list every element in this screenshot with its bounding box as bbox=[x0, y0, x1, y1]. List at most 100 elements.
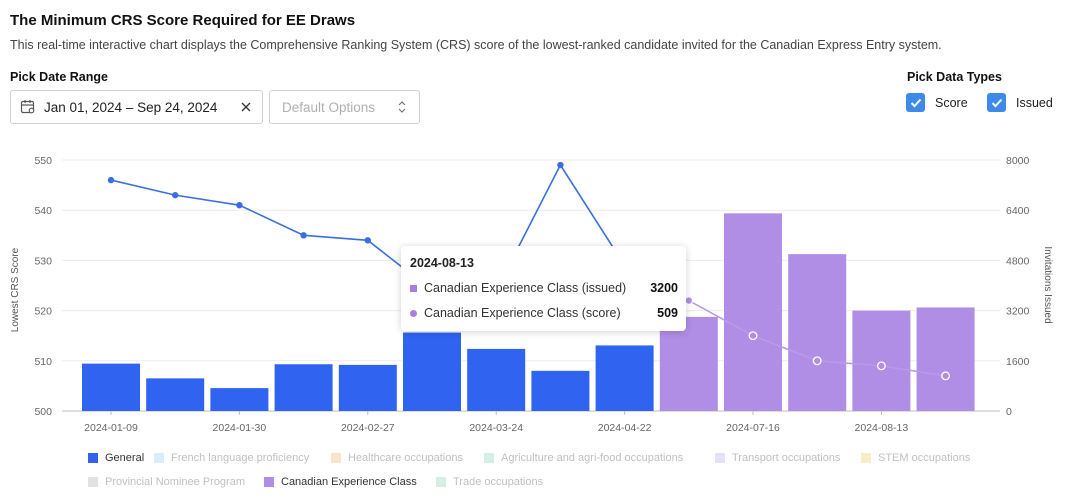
tooltip-row-label: Canadian Experience Class (issued) bbox=[424, 281, 627, 295]
y-tick-label-left: 540 bbox=[34, 205, 52, 217]
x-tick-label: 2024-01-30 bbox=[213, 422, 267, 434]
clear-icon[interactable] bbox=[240, 101, 252, 113]
x-tick-label: 2024-08-13 bbox=[855, 422, 909, 434]
general-score-point bbox=[172, 191, 179, 199]
y-tick-label-right: 4800 bbox=[1006, 255, 1030, 267]
calendar-icon bbox=[20, 100, 35, 114]
legend-item-pnp[interactable]: Provincial Nominee Program bbox=[88, 476, 245, 488]
y-tick-label-left: 520 bbox=[34, 306, 52, 318]
legend-swatch bbox=[154, 453, 164, 463]
tooltip-row-issued: Canadian Experience Class (issued) 3200 bbox=[410, 281, 678, 295]
general-bar bbox=[403, 332, 461, 411]
legend-item-transport[interactable]: Transport occupations bbox=[715, 452, 840, 464]
date-range-value: Jan 01, 2024 – Sep 24, 2024 bbox=[44, 99, 218, 115]
y-tick-label-right: 0 bbox=[1006, 406, 1012, 418]
x-tick-label: 2024-02-27 bbox=[341, 422, 395, 434]
legend-swatch bbox=[331, 453, 341, 463]
tooltip-date: 2024-08-13 bbox=[410, 256, 474, 270]
tooltip-row-label: Canadian Experience Class (score) bbox=[424, 306, 621, 320]
chart-tooltip: 2024-08-13 Canadian Experience Class (is… bbox=[401, 246, 686, 331]
options-select[interactable]: Default Options bbox=[269, 90, 420, 124]
crs-chart: 500 510 520 530 540 550 0 1600 3200 4800 6400 8000… bbox=[10, 155, 1053, 434]
legend-label: Transport occupations bbox=[732, 452, 841, 464]
general-score-point bbox=[557, 161, 564, 169]
legend-label: French language proficiency bbox=[171, 452, 310, 464]
general-score-point bbox=[236, 201, 243, 209]
y-tick-label-right: 6400 bbox=[1006, 205, 1030, 217]
legend-swatch bbox=[88, 477, 98, 487]
general-bar bbox=[146, 378, 205, 411]
page-title: The Minimum CRS Score Required for EE Dr… bbox=[10, 12, 356, 29]
tooltip-row-value: 509 bbox=[657, 306, 678, 320]
legend-label: General bbox=[105, 452, 145, 464]
legend-item-agriculture[interactable]: Agriculture and agri-food occupations bbox=[484, 452, 683, 464]
general-bar bbox=[595, 345, 654, 411]
dot-marker-icon bbox=[410, 309, 417, 317]
issued-checkbox-label: Issued bbox=[1016, 95, 1053, 110]
x-tick-label: 2024-03-24 bbox=[469, 422, 523, 434]
general-score-point bbox=[364, 237, 371, 244]
y-axis-label-right: Invitations Issued bbox=[1042, 246, 1053, 323]
x-tick-label: 2024-07-16 bbox=[726, 422, 780, 434]
legend-label: Canadian Experience Class bbox=[281, 476, 417, 488]
legend-item-cec[interactable]: Canadian Experience Class bbox=[264, 476, 417, 488]
y-tick-label-left: 500 bbox=[34, 406, 52, 418]
data-types-label: Pick Data Types bbox=[907, 70, 1002, 84]
legend-label: Trade occupations bbox=[453, 476, 544, 488]
legend-swatch bbox=[88, 453, 98, 463]
checkmark-icon bbox=[906, 93, 925, 112]
checkmark-icon bbox=[987, 93, 1006, 112]
y-tick-label-right: 1600 bbox=[1006, 356, 1030, 368]
general-score-point bbox=[300, 232, 307, 239]
legend-swatch bbox=[264, 477, 274, 487]
cec-score-point bbox=[941, 371, 951, 381]
legend-swatch bbox=[861, 453, 871, 463]
legend-swatch bbox=[715, 453, 725, 463]
tooltip-row-value: 3200 bbox=[650, 281, 678, 295]
cec-score-point bbox=[876, 361, 886, 371]
legend-item-trade[interactable]: Trade occupations bbox=[436, 476, 543, 488]
chevron-up-down-icon bbox=[398, 101, 406, 113]
y-tick-label-right: 8000 bbox=[1006, 155, 1030, 167]
y-tick-label-left: 510 bbox=[34, 356, 52, 368]
y-tick-label-right: 3200 bbox=[1006, 306, 1030, 318]
cec-bar bbox=[852, 310, 911, 411]
date-range-picker[interactable]: Jan 01, 2024 – Sep 24, 2024 bbox=[10, 90, 263, 124]
legend-item-french[interactable]: French language proficiency bbox=[154, 452, 309, 464]
legend-label: Agriculture and agri-food occupations bbox=[501, 452, 684, 464]
y-tick-label-left: 530 bbox=[34, 255, 52, 267]
legend-swatch bbox=[436, 477, 446, 487]
general-bar bbox=[467, 348, 526, 411]
legend-label: Healthcare occupations bbox=[348, 452, 463, 464]
tooltip-row-score: Canadian Experience Class (score) 509 bbox=[410, 306, 678, 320]
cec-bar bbox=[659, 316, 718, 411]
date-range-label: Pick Date Range bbox=[10, 70, 108, 84]
square-marker-icon bbox=[410, 284, 417, 292]
issued-checkbox[interactable]: Issued bbox=[987, 93, 1053, 112]
general-bar bbox=[531, 370, 590, 411]
cec-bar bbox=[724, 213, 782, 411]
page-subtitle: This real-time interactive chart display… bbox=[10, 38, 942, 52]
general-bar bbox=[210, 388, 269, 411]
general-bar bbox=[274, 364, 333, 411]
legend-item-healthcare[interactable]: Healthcare occupations bbox=[331, 452, 463, 464]
legend-item-stem[interactable]: STEM occupations bbox=[861, 452, 970, 464]
legend-label: Provincial Nominee Program bbox=[105, 476, 245, 488]
legend-item-general[interactable]: General bbox=[88, 452, 144, 464]
legend-label: STEM occupations bbox=[878, 452, 971, 464]
y-axis-label-left: Lowest CRS Score bbox=[10, 247, 21, 332]
legend-swatch bbox=[484, 453, 494, 463]
general-score-point bbox=[107, 176, 115, 184]
cec-score-point bbox=[684, 296, 694, 306]
general-bar bbox=[82, 363, 140, 411]
general-bar bbox=[338, 364, 397, 411]
score-checkbox-label: Score bbox=[935, 95, 968, 110]
y-tick-label-left: 550 bbox=[34, 155, 52, 167]
score-checkbox[interactable]: Score bbox=[906, 93, 968, 112]
x-tick-label: 2024-01-09 bbox=[84, 422, 138, 434]
cec-score-point bbox=[748, 331, 758, 341]
cec-score-point bbox=[812, 356, 822, 366]
options-placeholder: Default Options bbox=[282, 99, 376, 115]
cec-bar bbox=[916, 307, 975, 411]
x-tick-label: 2024-04-22 bbox=[598, 422, 652, 434]
